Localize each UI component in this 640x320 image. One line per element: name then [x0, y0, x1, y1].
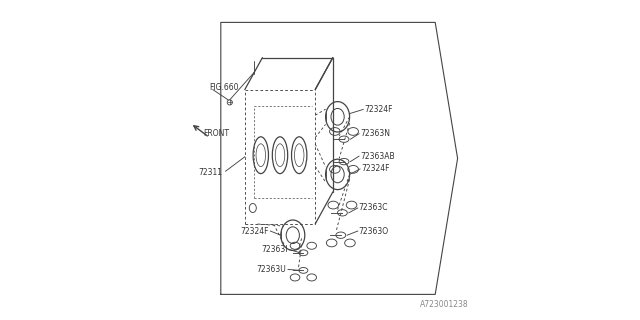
Text: 72363N: 72363N — [360, 129, 390, 138]
Text: 72363AB: 72363AB — [360, 152, 395, 161]
Text: 72324F: 72324F — [240, 227, 269, 236]
Text: 72324F: 72324F — [361, 164, 390, 173]
Text: A723001238: A723001238 — [420, 300, 468, 309]
Text: 72363C: 72363C — [359, 204, 388, 212]
Text: 72363O: 72363O — [359, 227, 389, 236]
Text: FRONT: FRONT — [204, 129, 229, 138]
Text: 72363I: 72363I — [262, 245, 288, 254]
Text: FIG.660: FIG.660 — [210, 83, 239, 92]
Text: 72363U: 72363U — [257, 265, 287, 274]
Text: 72324F: 72324F — [364, 105, 393, 114]
Text: 72311: 72311 — [198, 168, 223, 177]
